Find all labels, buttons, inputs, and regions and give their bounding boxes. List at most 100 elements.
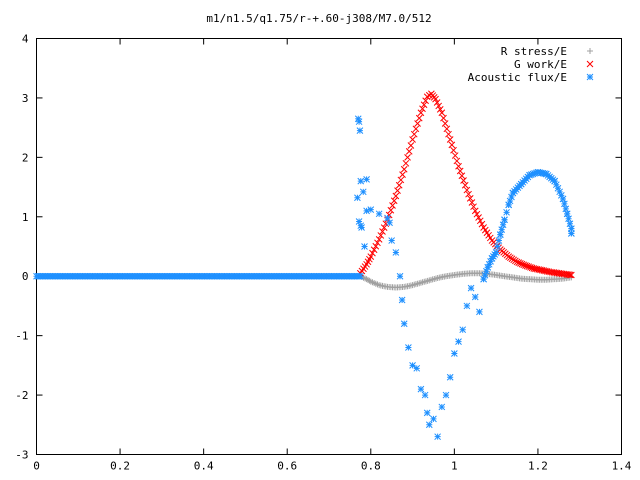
data-point <box>483 267 490 275</box>
x-tick-label: 0.2 <box>110 460 130 473</box>
data-point <box>513 258 521 266</box>
data-point <box>375 210 383 218</box>
data-point <box>492 249 500 256</box>
data-point <box>355 218 363 225</box>
data-point <box>392 192 400 200</box>
data-point <box>460 177 467 184</box>
data-point <box>400 320 408 328</box>
data-point <box>515 259 523 267</box>
data-point <box>414 120 421 127</box>
data-point <box>399 171 406 178</box>
data-point <box>395 181 403 189</box>
data-point <box>397 176 405 184</box>
data-point <box>531 170 538 177</box>
data-point <box>394 187 401 194</box>
y-tick-label: 2 <box>22 151 29 164</box>
legend-marker <box>587 48 593 54</box>
data-point <box>422 97 429 105</box>
plot-area <box>36 38 622 455</box>
legend-label: R stress/E <box>501 45 567 58</box>
data-point <box>557 192 565 199</box>
data-point <box>369 249 376 257</box>
series-0 <box>357 270 575 291</box>
x-tick-label: 1.2 <box>528 460 548 473</box>
y-tick-label: -2 <box>15 389 28 402</box>
data-point <box>384 214 391 222</box>
y-tick-label: -3 <box>15 449 28 462</box>
data-point <box>487 258 494 265</box>
data-point <box>354 194 361 202</box>
legend-label: G work/E <box>514 58 567 71</box>
data-point <box>481 271 489 279</box>
data-point <box>400 165 408 173</box>
x-tick-label: 0.4 <box>194 460 214 473</box>
data-point <box>527 171 535 178</box>
data-point <box>442 391 450 399</box>
data-point <box>458 172 466 180</box>
data-point <box>380 224 388 231</box>
data-point <box>496 231 504 238</box>
data-point <box>367 253 375 260</box>
data-point <box>529 170 537 178</box>
data-point <box>432 95 439 103</box>
data-point <box>505 201 513 209</box>
data-point <box>407 142 415 149</box>
data-point <box>498 226 506 234</box>
data-point <box>415 114 423 122</box>
data-point <box>387 206 395 214</box>
data-point <box>499 221 507 229</box>
data-point <box>565 271 572 278</box>
data-point <box>370 246 378 254</box>
data-point <box>441 120 449 127</box>
chart-title: m1/n1.5/q1.75/r-+.60-j308/M7.0/512 <box>206 12 431 25</box>
data-point <box>440 114 447 122</box>
data-point <box>467 284 475 292</box>
data-point <box>356 127 364 134</box>
data-point <box>532 169 540 177</box>
data-point <box>463 186 471 194</box>
data-point <box>363 175 370 183</box>
data-point <box>372 242 380 250</box>
y-tick-label: 3 <box>22 92 29 105</box>
series-1 <box>356 90 575 279</box>
data-point <box>388 237 396 244</box>
data-point <box>421 391 429 399</box>
data-point <box>448 141 456 149</box>
data-point <box>566 271 574 279</box>
data-point <box>503 208 510 216</box>
data-point <box>450 146 457 154</box>
data-point <box>390 197 398 205</box>
data-point <box>404 154 411 161</box>
data-point <box>425 421 433 429</box>
data-point <box>433 99 441 106</box>
data-point <box>518 260 526 268</box>
data-point <box>405 344 412 351</box>
data-point <box>367 206 375 214</box>
data-point <box>554 184 562 192</box>
data-point <box>356 272 364 280</box>
data-point <box>559 195 567 203</box>
data-point <box>551 177 558 185</box>
data-point <box>405 148 413 155</box>
data-point <box>386 219 393 227</box>
data-point <box>506 197 514 205</box>
x-tick-label: 1.4 <box>612 460 632 473</box>
data-point <box>361 243 368 250</box>
data-point <box>451 350 458 357</box>
data-point <box>459 326 467 334</box>
data-point <box>456 167 464 175</box>
data-point <box>485 260 493 268</box>
data-point <box>375 236 383 243</box>
data-point <box>417 109 425 117</box>
data-point <box>410 130 418 138</box>
data-point <box>382 220 390 228</box>
data-point <box>438 403 446 411</box>
data-point <box>468 199 476 206</box>
data-point <box>552 181 560 189</box>
data-point <box>434 433 441 441</box>
data-point <box>366 277 373 284</box>
data-point <box>475 214 482 221</box>
legend-marker <box>586 73 594 81</box>
data-point <box>392 249 400 256</box>
